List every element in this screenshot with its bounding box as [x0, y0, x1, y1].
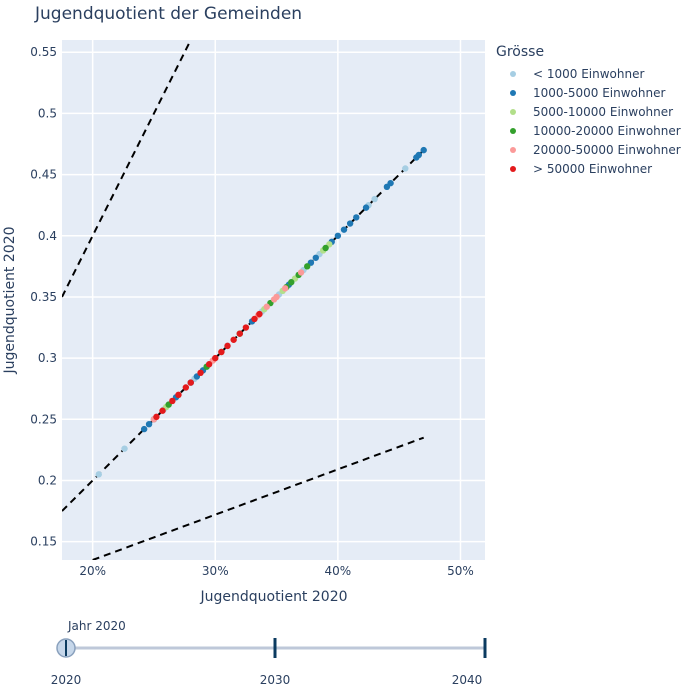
data-point[interactable]: [340, 226, 348, 233]
y-tick-label: 0.35: [30, 290, 57, 304]
data-point[interactable]: [153, 413, 160, 421]
legend-title: Grösse: [496, 44, 545, 60]
data-point[interactable]: [212, 354, 219, 362]
data-point[interactable]: [420, 146, 427, 154]
data-point[interactable]: [169, 397, 176, 405]
x-tick-label: 50%: [447, 564, 474, 578]
legend-item[interactable]: 1000-5000 Einwohner: [496, 83, 681, 102]
data-point[interactable]: [415, 151, 422, 159]
data-point[interactable]: [297, 269, 305, 276]
x-tick-label: 20%: [79, 564, 106, 578]
data-point[interactable]: [346, 220, 354, 227]
data-point[interactable]: [362, 204, 370, 211]
data-point[interactable]: [187, 379, 194, 386]
data-point[interactable]: [322, 244, 329, 252]
slider-tick-label[interactable]: 2020: [50, 673, 82, 687]
data-point[interactable]: [236, 330, 243, 337]
x-tick-label: 40%: [325, 564, 352, 578]
legend-marker: [510, 70, 516, 77]
legend-label: > 50000 Einwohner: [533, 161, 653, 176]
data-point[interactable]: [230, 336, 237, 343]
data-point[interactable]: [263, 303, 270, 310]
data-point[interactable]: [402, 165, 409, 172]
legend-marker: [510, 165, 516, 172]
y-tick-label: 0.25: [30, 412, 57, 426]
data-point[interactable]: [371, 195, 378, 203]
legend-label: 5000-10000 Einwohner: [533, 104, 674, 119]
data-point[interactable]: [288, 279, 295, 286]
data-point[interactable]: [312, 254, 319, 261]
slider-tick-label[interactable]: 2040: [451, 673, 483, 687]
legend-marker: [510, 89, 516, 96]
year-slider[interactable]: [56, 638, 487, 658]
x-tick-label: 30%: [202, 564, 229, 578]
data-point[interactable]: [121, 445, 128, 452]
legend-marker: [510, 146, 516, 153]
data-point[interactable]: [334, 232, 342, 239]
y-tick-label: 0.3: [38, 351, 57, 365]
y-tick-label: 0.55: [30, 45, 57, 59]
legend-label: 20000-50000 Einwohner: [533, 142, 681, 157]
data-point[interactable]: [353, 214, 360, 221]
data-point[interactable]: [95, 471, 102, 478]
legend-marker: [510, 127, 516, 134]
data-point[interactable]: [205, 361, 213, 368]
data-point[interactable]: [304, 263, 311, 270]
data-point[interactable]: [281, 285, 289, 292]
y-tick-label: 0.15: [30, 535, 57, 549]
y-tick-label: 0.2: [38, 473, 57, 487]
data-point[interactable]: [145, 420, 153, 428]
data-point[interactable]: [387, 179, 394, 187]
x-tick-labels: 20% 30% 40% 50%: [79, 564, 473, 578]
legend-item[interactable]: 5000-10000 Einwohner: [496, 102, 681, 121]
reference-line: [92, 436, 425, 560]
y-tick-label: 0.5: [38, 106, 57, 120]
legend-item[interactable]: 20000-50000 Einwohner: [496, 140, 681, 159]
legend-label: 10000-20000 Einwohner: [533, 123, 681, 138]
y-tick-label: 0.4: [38, 229, 57, 243]
data-point[interactable]: [159, 407, 166, 414]
data-point[interactable]: [182, 384, 190, 391]
data-points[interactable]: [95, 146, 427, 478]
data-point[interactable]: [197, 369, 204, 376]
slider-current-label: Jahr 2020: [68, 619, 126, 633]
data-point[interactable]: [175, 391, 182, 399]
legend-item[interactable]: > 50000 Einwohner: [496, 159, 681, 178]
slider-tick-label[interactable]: 2030: [259, 673, 291, 687]
y-tick-labels: 0.15 0.2 0.25 0.3 0.35 0.4 0.45 0.5 0.55: [30, 45, 57, 548]
data-point[interactable]: [242, 324, 250, 331]
chart-title: Jugendquotient der Gemeinden: [35, 4, 303, 24]
y-axis-title: Jugendquotient 2020: [2, 226, 18, 374]
data-point[interactable]: [251, 315, 258, 323]
legend-item[interactable]: 10000-20000 Einwohner: [496, 121, 681, 140]
legend-marker: [510, 108, 516, 115]
data-point[interactable]: [218, 348, 225, 356]
data-point[interactable]: [224, 342, 231, 350]
data-point[interactable]: [273, 293, 280, 301]
legend-item[interactable]: < 1000 Einwohner: [496, 64, 681, 83]
data-point[interactable]: [140, 425, 148, 433]
legend-label: < 1000 Einwohner: [533, 66, 645, 81]
x-axis-title: Jugendquotient 2020: [199, 589, 347, 605]
grid-layer: [62, 40, 485, 560]
data-point[interactable]: [256, 310, 263, 318]
legend: Grösse < 1000 Einwohner 1000-5000 Einwohn…: [496, 44, 681, 178]
y-tick-label: 0.45: [30, 168, 57, 182]
legend-label: 1000-5000 Einwohner: [533, 85, 666, 100]
